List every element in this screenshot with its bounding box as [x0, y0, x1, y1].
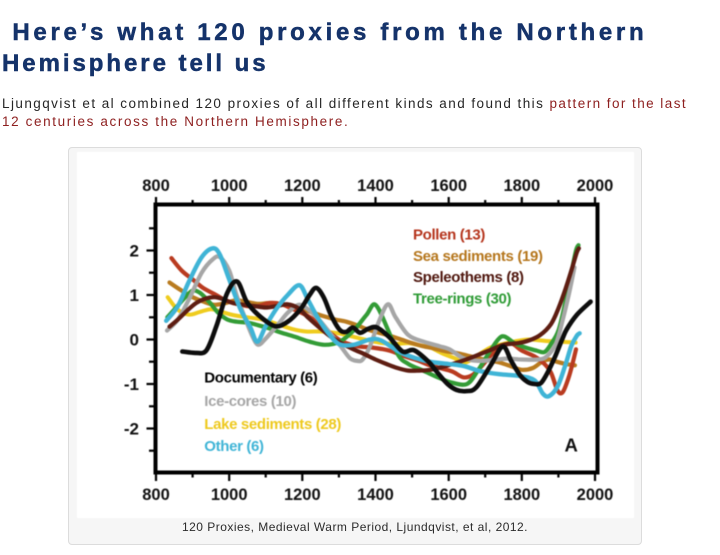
svg-text:1400: 1400	[357, 486, 394, 504]
svg-text:-1: -1	[124, 375, 139, 394]
svg-text:1800: 1800	[503, 486, 540, 504]
svg-text:Other (6): Other (6)	[204, 438, 264, 455]
svg-text:800: 800	[142, 486, 170, 504]
svg-text:1200: 1200	[284, 177, 321, 195]
svg-text:2000: 2000	[577, 177, 614, 195]
svg-text:1: 1	[130, 286, 139, 305]
svg-text:Tree-rings (30): Tree-rings (30)	[413, 290, 511, 307]
svg-text:Speleothems (8): Speleothems (8)	[413, 269, 524, 286]
svg-text:1000: 1000	[211, 486, 248, 504]
svg-text:800: 800	[142, 177, 170, 195]
svg-text:Documentary (6): Documentary (6)	[204, 370, 317, 387]
svg-text:1000: 1000	[211, 177, 248, 195]
svg-text:0: 0	[130, 331, 139, 350]
svg-text:Sea sediments (19): Sea sediments (19)	[413, 248, 543, 265]
svg-text:A: A	[564, 435, 577, 456]
svg-text:1600: 1600	[430, 177, 467, 195]
svg-text:Ice-cores (10): Ice-cores (10)	[204, 393, 296, 410]
svg-text:-2: -2	[124, 420, 139, 439]
svg-text:Lake sediments (28): Lake sediments (28)	[204, 416, 341, 433]
svg-text:1600: 1600	[430, 486, 467, 504]
svg-text:2: 2	[130, 242, 139, 261]
svg-text:2000: 2000	[577, 486, 614, 504]
svg-text:1200: 1200	[284, 486, 321, 504]
svg-text:1400: 1400	[357, 177, 394, 195]
svg-text:Pollen (13): Pollen (13)	[413, 227, 485, 244]
svg-text:1800: 1800	[503, 177, 540, 195]
